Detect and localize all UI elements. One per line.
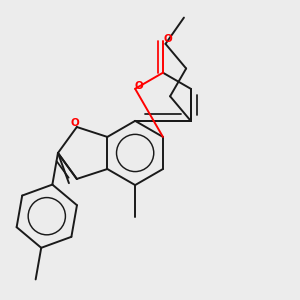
Text: O: O [70, 118, 79, 128]
Text: O: O [163, 34, 172, 44]
Text: O: O [135, 81, 144, 92]
